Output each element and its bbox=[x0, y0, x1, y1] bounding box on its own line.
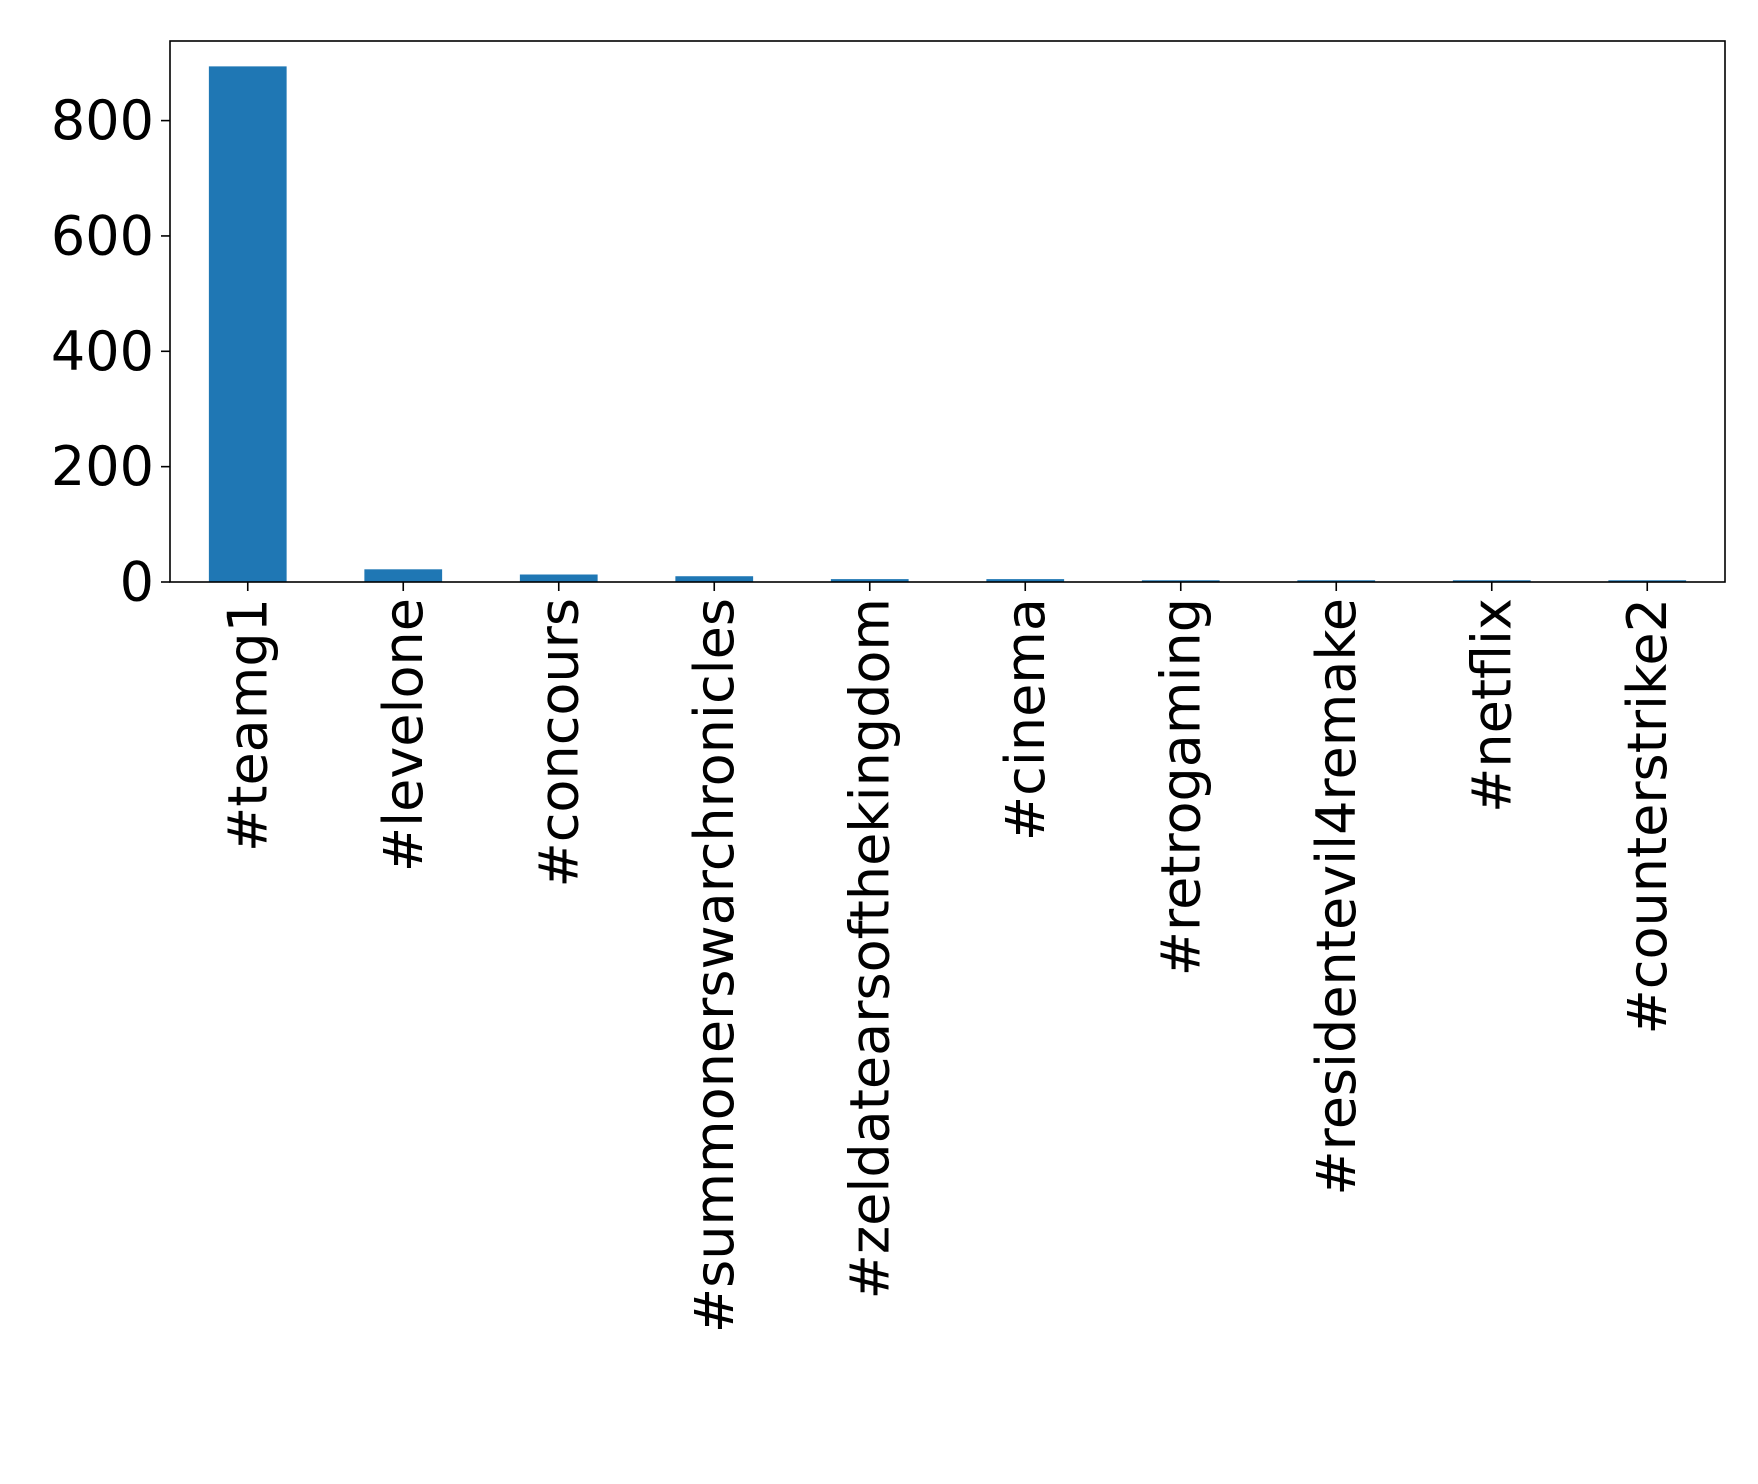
x-tick-label: #concours bbox=[527, 598, 590, 888]
x-tick-label: #cinema bbox=[994, 598, 1057, 841]
bar-residentevil4remake bbox=[1297, 580, 1376, 582]
x-tick-label: #counterstrike2 bbox=[1616, 598, 1679, 1034]
bar-retrogaming bbox=[1141, 580, 1220, 582]
bar-zeldatearsofthekingdom bbox=[830, 579, 909, 582]
x-tick-label: #zeldatearsofthekingdom bbox=[838, 598, 901, 1299]
x-tick-label: #summonerswarchronicles bbox=[683, 598, 746, 1333]
x-tick-label: #retrogaming bbox=[1149, 598, 1212, 976]
plot-frame bbox=[169, 40, 1726, 583]
x-tick-label: #residentevil4remake bbox=[1305, 598, 1368, 1196]
x-tick-label: #teamg1 bbox=[216, 598, 279, 852]
y-tick-label: 800 bbox=[51, 89, 154, 152]
bar-teamg1 bbox=[208, 66, 287, 583]
y-tick-label: 400 bbox=[51, 320, 154, 383]
bar-summonerswarchronicles bbox=[675, 576, 754, 582]
bar-levelone bbox=[364, 569, 443, 582]
y-tick-label: 600 bbox=[51, 204, 154, 267]
bar-netflix bbox=[1452, 580, 1531, 582]
y-tick-label: 200 bbox=[51, 435, 154, 498]
bar-counterstrike2 bbox=[1608, 580, 1687, 582]
bars-group bbox=[208, 66, 1687, 583]
y-tick-label: 0 bbox=[120, 551, 154, 614]
y-axis: 0 200 400 600 800 bbox=[51, 89, 170, 614]
bar-cinema bbox=[986, 579, 1065, 582]
bar-concours bbox=[519, 574, 598, 582]
x-tick-label: #netflix bbox=[1460, 598, 1523, 813]
x-tick-label: #levelone bbox=[372, 598, 435, 872]
x-axis: #teamg1 #levelone #concours #summonerswarch… bbox=[216, 582, 1679, 1333]
